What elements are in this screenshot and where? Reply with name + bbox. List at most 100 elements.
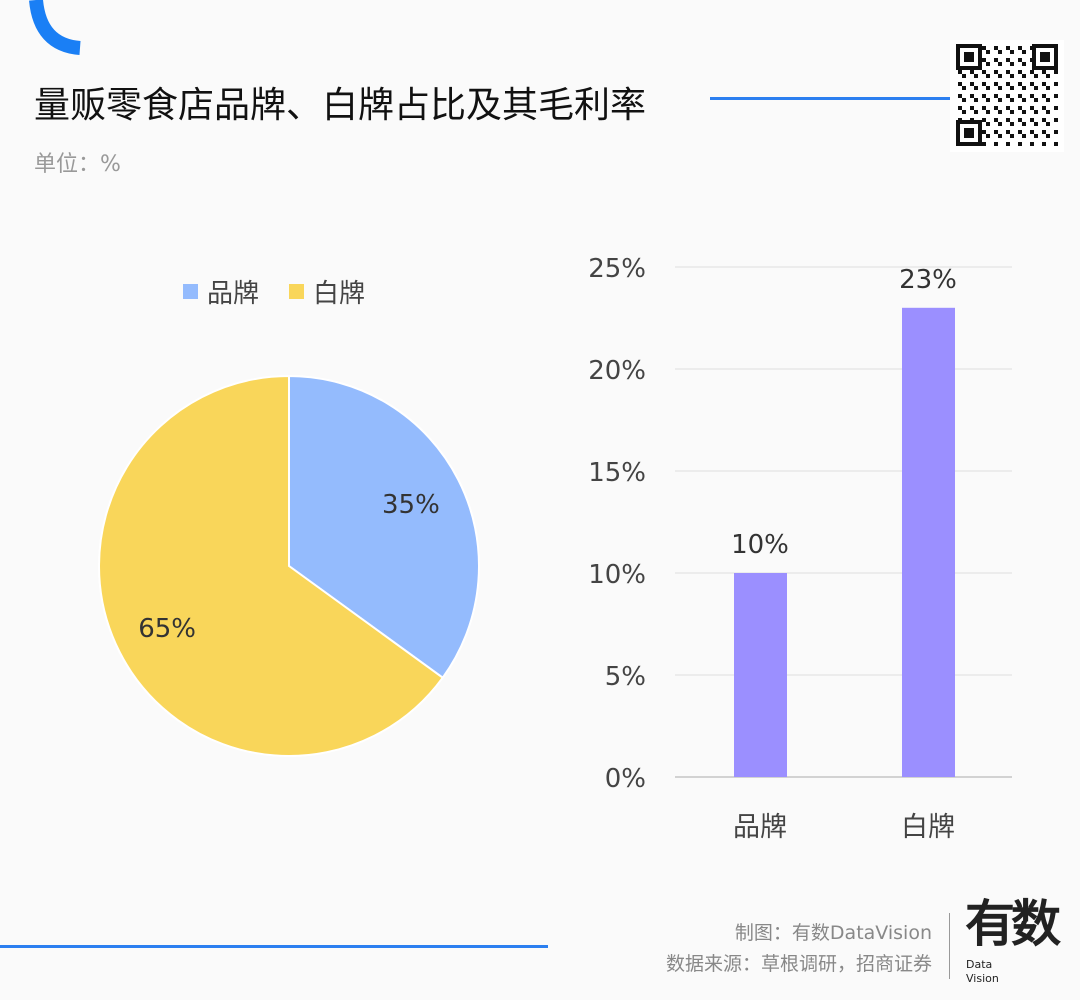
qr-module bbox=[1010, 62, 1014, 66]
unit-label: 单位：% bbox=[34, 152, 121, 177]
qr-module bbox=[1034, 74, 1038, 78]
qr-module bbox=[986, 122, 990, 126]
qr-module bbox=[982, 130, 986, 134]
y-tick-label: 10% bbox=[588, 560, 646, 590]
y-tick-label: 15% bbox=[588, 458, 646, 488]
qr-module bbox=[1010, 110, 1014, 114]
qr-module bbox=[1042, 130, 1046, 134]
legend-swatch bbox=[289, 284, 304, 299]
qr-module bbox=[1018, 82, 1022, 86]
qr-module bbox=[1006, 142, 1010, 146]
qr-module bbox=[994, 46, 998, 50]
qr-module bbox=[1022, 110, 1026, 114]
qr-module bbox=[1042, 82, 1046, 86]
qr-module bbox=[982, 94, 986, 98]
qr-module bbox=[1006, 130, 1010, 134]
qr-module bbox=[982, 106, 986, 110]
qr-module bbox=[982, 70, 986, 74]
qr-module bbox=[982, 58, 986, 62]
qr-module bbox=[986, 98, 990, 102]
qr-code bbox=[950, 40, 1064, 152]
qr-module bbox=[1010, 50, 1014, 54]
legend-label: 白牌 bbox=[313, 279, 365, 309]
x-tick-label: 品牌 bbox=[733, 812, 787, 843]
qr-module bbox=[1054, 70, 1058, 74]
qr-module bbox=[958, 106, 962, 110]
qr-finder-center bbox=[1040, 52, 1050, 62]
qr-module bbox=[1046, 98, 1050, 102]
bar bbox=[734, 573, 787, 777]
qr-module bbox=[1018, 70, 1022, 74]
qr-module bbox=[1030, 130, 1034, 134]
qr-module bbox=[1022, 86, 1026, 90]
qr-module bbox=[1034, 110, 1038, 114]
qr-module bbox=[962, 74, 966, 78]
title-divider bbox=[710, 97, 950, 100]
qr-module bbox=[1006, 82, 1010, 86]
qr-module bbox=[1010, 86, 1014, 90]
qr-module bbox=[1006, 106, 1010, 110]
qr-module bbox=[1018, 130, 1022, 134]
qr-module bbox=[1042, 142, 1046, 146]
qr-module bbox=[1042, 118, 1046, 122]
qr-module bbox=[1010, 122, 1014, 126]
qr-module bbox=[1054, 82, 1058, 86]
qr-module bbox=[958, 82, 962, 86]
qr-module bbox=[1042, 70, 1046, 74]
qr-module bbox=[994, 118, 998, 122]
qr-module bbox=[998, 110, 1002, 114]
qr-module bbox=[1030, 106, 1034, 110]
pie-slice bbox=[98, 374, 445, 757]
qr-module bbox=[1042, 106, 1046, 110]
qr-module bbox=[1030, 70, 1034, 74]
qr-finder-center bbox=[964, 128, 974, 138]
qr-module bbox=[1018, 106, 1022, 110]
qr-module bbox=[958, 70, 962, 74]
qr-module bbox=[1018, 94, 1022, 98]
qr-module bbox=[994, 142, 998, 146]
qr-module bbox=[1006, 118, 1010, 122]
qr-module bbox=[1030, 118, 1034, 122]
qr-module bbox=[1034, 134, 1038, 138]
pie-data-label: 65% bbox=[138, 614, 196, 644]
qr-module bbox=[1030, 82, 1034, 86]
source-text: 数据来源：草根调研，招商证券 bbox=[665, 953, 932, 975]
qr-module bbox=[986, 50, 990, 54]
qr-module bbox=[994, 130, 998, 134]
legend-label: 品牌 bbox=[207, 279, 259, 309]
footer-line bbox=[0, 945, 548, 948]
qr-module bbox=[994, 94, 998, 98]
qr-module bbox=[970, 106, 974, 110]
qr-module bbox=[994, 82, 998, 86]
qr-module bbox=[1006, 94, 1010, 98]
qr-module bbox=[998, 86, 1002, 90]
qr-module bbox=[998, 134, 1002, 138]
qr-module bbox=[1022, 74, 1026, 78]
qr-module bbox=[1006, 70, 1010, 74]
qr-finder-center bbox=[964, 52, 974, 62]
qr-module bbox=[1034, 98, 1038, 102]
qr-module bbox=[982, 142, 986, 146]
qr-module bbox=[1054, 94, 1058, 98]
qr-module bbox=[998, 62, 1002, 66]
qr-module bbox=[986, 74, 990, 78]
qr-module bbox=[998, 50, 1002, 54]
y-tick-label: 25% bbox=[588, 254, 646, 284]
qr-module bbox=[1054, 142, 1058, 146]
qr-module bbox=[1006, 58, 1010, 62]
qr-module bbox=[986, 86, 990, 90]
qr-module bbox=[974, 74, 978, 78]
qr-module bbox=[1018, 142, 1022, 146]
qr-module bbox=[1018, 58, 1022, 62]
y-tick-label: 0% bbox=[605, 764, 646, 794]
logo-subtext: Data Vision bbox=[966, 958, 999, 985]
credit-text: 制图：有数DataVision bbox=[734, 922, 932, 944]
qr-module bbox=[994, 106, 998, 110]
qr-module bbox=[974, 98, 978, 102]
qr-module bbox=[962, 110, 966, 114]
qr-module bbox=[982, 82, 986, 86]
qr-module bbox=[998, 122, 1002, 126]
qr-module bbox=[1010, 134, 1014, 138]
page-title: 量贩零食店品牌、白牌占比及其毛利率 bbox=[34, 85, 647, 126]
footer-divider bbox=[949, 913, 950, 979]
